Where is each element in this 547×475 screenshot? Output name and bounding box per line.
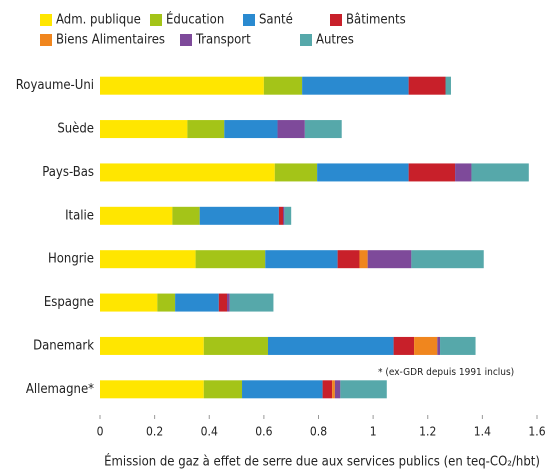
legend-swatch (40, 34, 52, 46)
bar-segment (242, 380, 323, 399)
bar-segment (367, 250, 412, 269)
bar-segment (274, 163, 318, 182)
x-tick-label: 0.8 (310, 425, 327, 439)
bar-segment (100, 336, 204, 355)
bar-segment (317, 163, 409, 182)
legend-swatch (180, 34, 192, 46)
bar-segment (408, 76, 446, 95)
bar-segment (100, 206, 173, 225)
bar-segment (218, 293, 228, 312)
y-tick-label: Pays-Bas (42, 165, 94, 180)
bar-segment (278, 206, 283, 225)
bar-segment (408, 163, 456, 182)
y-tick-label: Danemark (33, 338, 94, 353)
bar-segment (100, 163, 275, 182)
x-tick-label: 0.2 (146, 425, 163, 439)
bar-segment (195, 250, 266, 269)
bar-segment (175, 293, 219, 312)
annotation: * (ex-GDR depuis 1991 inclus) (378, 367, 514, 378)
bar-segment (284, 206, 292, 225)
bar-segment (445, 76, 451, 95)
x-tick-label: 0.4 (201, 425, 218, 439)
x-tick-label: 1.6 (528, 425, 545, 439)
y-tick-label: Allemagne* (26, 382, 94, 397)
bar-segment (203, 336, 268, 355)
bar-segment (414, 336, 438, 355)
bar-segment (411, 250, 484, 269)
y-tick-label: Suède (57, 122, 94, 137)
y-tick-label: Italie (65, 208, 94, 223)
bar-segment (282, 206, 285, 225)
legend-swatch (40, 14, 52, 26)
bar-segment (187, 120, 225, 139)
x-tick-label: 0 (97, 425, 104, 439)
x-tick-label: 0.6 (255, 425, 272, 439)
bar-segment (322, 380, 333, 399)
legend-label: Santé (259, 13, 293, 28)
bar-segment (157, 293, 176, 312)
y-tick-label: Espagne (44, 295, 94, 310)
bar-segment (100, 380, 204, 399)
legend-swatch (330, 14, 342, 26)
legend-label: Adm. publique (56, 13, 141, 28)
bar-segment (332, 380, 335, 399)
legend-swatch (150, 14, 162, 26)
bar-segment (455, 163, 472, 182)
legend-swatch (300, 34, 312, 46)
legend-label: Transport (195, 33, 251, 48)
bar-segment (340, 380, 387, 399)
bar-segment (100, 293, 158, 312)
bar-segment (471, 163, 529, 182)
x-tick-label: 1 (370, 425, 377, 439)
legend-swatch (243, 14, 255, 26)
y-tick-label: Hongrie (48, 252, 94, 267)
legend-label: Bâtiments (346, 13, 406, 28)
bar-segment (302, 76, 409, 95)
bar-segment (172, 206, 200, 225)
x-axis-label: Émission de gaz à effet de serre due aux… (104, 454, 540, 470)
legend-label: Autres (316, 33, 354, 48)
bar-segment (224, 120, 278, 139)
bar-segment (440, 336, 476, 355)
bar-segment (334, 380, 341, 399)
x-tick-label: 1.2 (419, 425, 436, 439)
bar-segment (229, 293, 274, 312)
legend-label: Biens Alimentaires (56, 33, 165, 48)
bar-segment (267, 336, 394, 355)
bar-segment (437, 336, 441, 355)
bar-segment (100, 120, 188, 139)
bar-segment (100, 76, 264, 95)
bar-segment (337, 250, 360, 269)
bar-segment (277, 120, 305, 139)
bar-segment (100, 250, 196, 269)
bar-segment (227, 293, 230, 312)
bar-segment (199, 206, 279, 225)
bar-segment (265, 250, 338, 269)
bar-segment (304, 120, 342, 139)
legend-label: Éducation (166, 12, 224, 28)
y-tick-label: Royaume-Uni (16, 78, 94, 93)
bar-segment (393, 336, 415, 355)
x-tick-label: 1.4 (474, 425, 491, 439)
bar-segment (203, 380, 243, 399)
bar-segment (359, 250, 368, 269)
bar-segment (263, 76, 303, 95)
